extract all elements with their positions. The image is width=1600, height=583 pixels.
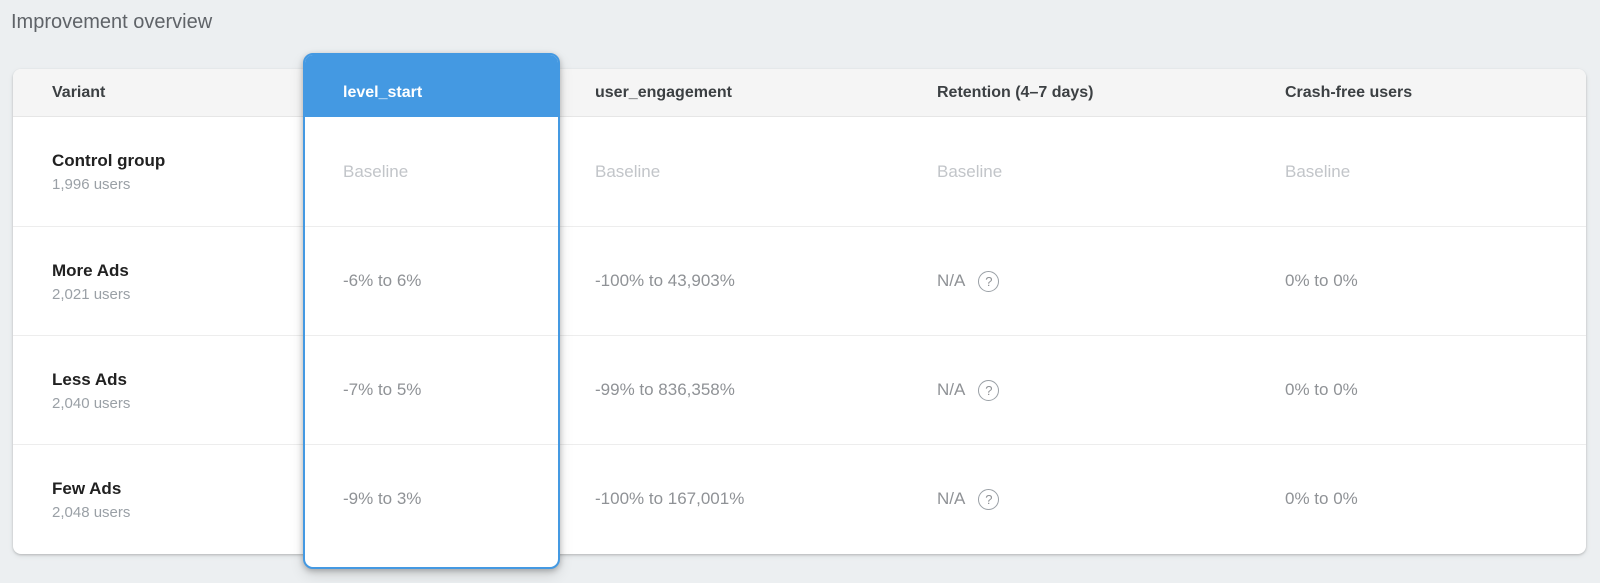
improvement-overview-table: Variant user_engagement Retention (4–7 d… xyxy=(13,53,1586,569)
retention-value: N/A xyxy=(937,380,966,399)
variant-users: 2,048 users xyxy=(52,503,131,521)
column-header-retention[interactable]: Retention (4–7 days) xyxy=(937,83,1094,101)
variant-cell: Few Ads 2,048 users xyxy=(13,445,303,553)
crash-free-cell: 0% to 0% xyxy=(1250,445,1586,553)
table-row: More Ads 2,021 users -100% to 43,903% N/… xyxy=(13,226,1586,335)
help-circle-icon[interactable]: ? xyxy=(978,379,1000,401)
table-row: Few Ads 2,048 users -100% to 167,001% N/… xyxy=(13,444,1586,553)
user-engagement-cell: -100% to 43,903% xyxy=(560,227,902,335)
table-row: Less Ads 2,040 users -99% to 836,358% N/… xyxy=(13,335,1586,444)
column-header-variant[interactable]: Variant xyxy=(52,83,106,101)
variant-users: 2,040 users xyxy=(52,394,131,412)
help-circle-icon[interactable]: ? xyxy=(978,270,1000,292)
retention-cell: N/A ? xyxy=(902,336,1250,444)
retention-value: N/A xyxy=(937,271,966,290)
table-header-row: Variant user_engagement Retention (4–7 d… xyxy=(13,69,1586,117)
variant-name: Less Ads xyxy=(52,369,127,389)
variant-cell: More Ads 2,021 users xyxy=(13,227,303,335)
user-engagement-cell: Baseline xyxy=(560,117,902,226)
crash-free-value: Baseline xyxy=(1285,161,1351,181)
user-engagement-value: -100% to 43,903% xyxy=(595,271,735,290)
table-body: Control group 1,996 users Baseline Basel… xyxy=(13,117,1586,553)
crash-free-value: 0% to 0% xyxy=(1285,489,1358,508)
help-circle-icon[interactable]: ? xyxy=(978,488,1000,510)
retention-cell: Baseline xyxy=(902,117,1250,226)
variant-users: 1,996 users xyxy=(52,176,131,193)
crash-free-cell: Baseline xyxy=(1250,117,1586,226)
user-engagement-cell: -99% to 836,358% xyxy=(560,336,902,444)
level-start-value: -9% to 3% xyxy=(305,444,558,553)
selected-metric-values: Baseline -6% to 6% -7% to 5% -9% to 3% xyxy=(305,117,558,553)
user-engagement-cell: -100% to 167,001% xyxy=(560,445,902,553)
selected-metric-column: level_start Baseline -6% to 6% -7% to 5%… xyxy=(303,53,560,569)
variant-name: Control group xyxy=(52,151,166,170)
page-title: Improvement overview xyxy=(11,11,213,33)
crash-free-value: 0% to 0% xyxy=(1285,380,1358,399)
column-header-level-start[interactable]: level_start xyxy=(305,55,558,117)
user-engagement-value: Baseline xyxy=(595,161,661,181)
variant-cell: Control group 1,996 users xyxy=(13,117,303,226)
column-header-user-engagement[interactable]: user_engagement xyxy=(595,83,732,101)
crash-free-cell: 0% to 0% xyxy=(1250,336,1586,444)
user-engagement-value: -100% to 167,001% xyxy=(595,489,745,508)
retention-cell: N/A ? xyxy=(902,227,1250,335)
retention-value: N/A xyxy=(937,489,966,508)
column-header-crash-free[interactable]: Crash-free users xyxy=(1285,83,1413,101)
crash-free-cell: 0% to 0% xyxy=(1250,227,1586,335)
retention-value: Baseline xyxy=(937,161,1003,181)
level-start-value: Baseline xyxy=(305,117,558,226)
variant-name: Few Ads xyxy=(52,478,122,498)
level-start-value: -6% to 6% xyxy=(305,226,558,335)
crash-free-value: 0% to 0% xyxy=(1285,271,1358,290)
variant-name: More Ads xyxy=(52,260,129,280)
variant-cell: Less Ads 2,040 users xyxy=(13,336,303,444)
level-start-value: -7% to 5% xyxy=(305,335,558,444)
user-engagement-value: -99% to 836,358% xyxy=(595,380,735,399)
variant-users: 2,021 users xyxy=(52,285,131,303)
table-row: Control group 1,996 users Baseline Basel… xyxy=(13,117,1586,226)
retention-cell: N/A ? xyxy=(902,445,1250,553)
